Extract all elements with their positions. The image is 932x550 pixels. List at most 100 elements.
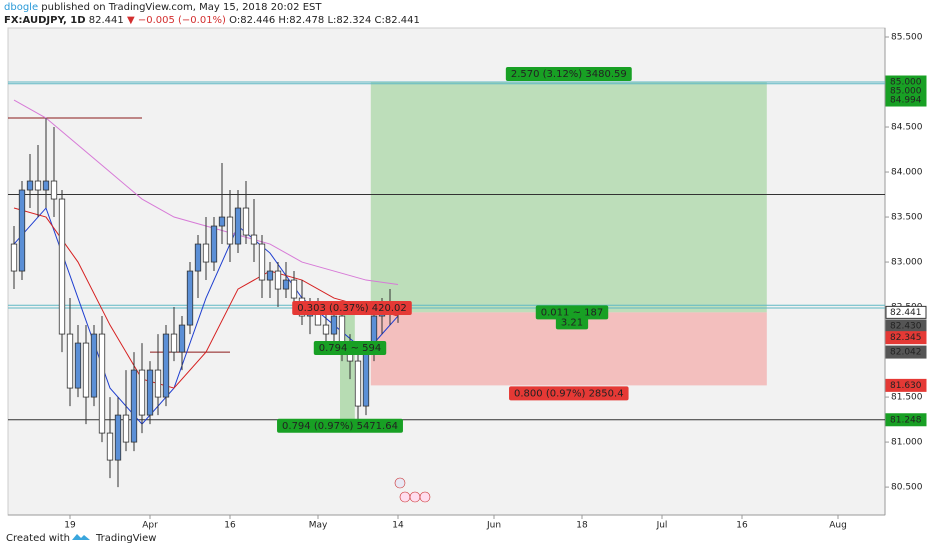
- candle-body: [234, 207, 242, 245]
- price-badge: [885, 93, 927, 107]
- candle: [34, 145, 42, 218]
- candle-body: [146, 369, 154, 416]
- ohlc: O:82.446 H:82.478 L:82.324 C:82.441: [229, 15, 420, 26]
- candle: [106, 397, 114, 479]
- candle-body: [290, 279, 298, 299]
- position-label-bg: [535, 305, 609, 320]
- x-tick-label: 16: [224, 521, 236, 531]
- candle-body: [10, 243, 18, 272]
- candle-body: [282, 279, 290, 290]
- x-tick-label: Jun: [486, 521, 501, 531]
- footer-created: Created with: [6, 533, 70, 544]
- position-label: 0.303 (0.37%) 420.02: [297, 303, 407, 314]
- candle: [242, 181, 250, 245]
- candle-body: [170, 333, 178, 353]
- candle-body: [226, 216, 234, 245]
- candle: [194, 235, 202, 299]
- footer-brand[interactable]: TradingView: [95, 533, 156, 544]
- y-tick-label: 80.500: [891, 483, 923, 493]
- candle: [90, 325, 98, 407]
- y-tick-label: 85.500: [891, 33, 923, 43]
- candle: [258, 235, 266, 299]
- position-label-bg: [555, 315, 589, 330]
- y-tick-label: 81.000: [891, 438, 923, 448]
- target-zone: [370, 82, 767, 313]
- last-price: 82.441: [89, 15, 124, 26]
- change: ▼ −0.005 (−0.01%): [127, 15, 226, 26]
- candle-body: [58, 198, 66, 335]
- symbol-line: FX:AUDJPY, 1D 82.441 ▼ −0.005 (−0.01%) O…: [4, 15, 420, 26]
- candle-body: [66, 333, 74, 389]
- x-tick-label: 14: [392, 521, 404, 531]
- y-tick-label: 81.500: [891, 393, 923, 403]
- candle: [266, 262, 274, 299]
- position-label-bg: [509, 386, 629, 401]
- y-tick-label: 84.500: [891, 123, 923, 133]
- candle-body: [210, 225, 218, 263]
- candle: [138, 343, 146, 434]
- candle-body: [266, 270, 274, 281]
- candle-body: [130, 369, 138, 443]
- candle: [66, 298, 74, 407]
- price-badge-label: 84.994: [890, 96, 922, 106]
- price-badge-label: 82.430: [890, 321, 922, 331]
- candle: [282, 262, 290, 299]
- candle-body: [106, 432, 114, 461]
- candle: [274, 262, 282, 308]
- price-badge-label: 81.248: [890, 415, 922, 425]
- candle-body: [26, 180, 34, 191]
- price-badge-label: 82.441: [890, 308, 922, 318]
- price-badge-label: 82.042: [890, 348, 922, 358]
- candle: [170, 307, 178, 362]
- candle: [250, 199, 258, 263]
- price-badge: [885, 378, 927, 392]
- x-tick-label: 16: [736, 521, 748, 531]
- position-label-bg: [313, 340, 387, 355]
- position-label: 0.800 (0.97%) 2850.4: [514, 388, 624, 399]
- position-label: 3.21: [561, 317, 583, 328]
- candle-body: [194, 243, 202, 272]
- x-tick-label: 19: [64, 521, 76, 531]
- candle: [210, 217, 218, 272]
- price-badge-label: 81.630: [890, 381, 922, 391]
- price-badge: [885, 331, 927, 345]
- candle: [186, 262, 194, 335]
- position-label-bg: [277, 418, 403, 433]
- x-tick-label: Aug: [829, 521, 847, 531]
- x-tick-label: Jul: [656, 521, 668, 531]
- candle-body: [186, 270, 194, 326]
- x-tick-label: Apr: [142, 521, 158, 531]
- candle: [162, 325, 170, 407]
- price-badge: [885, 305, 927, 319]
- candle: [98, 316, 106, 443]
- candle-body: [74, 342, 82, 389]
- candle-body: [354, 360, 362, 407]
- candle-body: [178, 324, 186, 353]
- position-label: 0.011 ~ 187: [541, 307, 603, 318]
- candle: [226, 190, 234, 263]
- x-tick-label: 18: [576, 521, 588, 531]
- candle-body: [202, 243, 210, 263]
- candle: [26, 154, 34, 209]
- symbol: FX:AUDJPY, 1D: [4, 15, 86, 26]
- candle-body: [90, 333, 98, 398]
- candle-body: [242, 207, 250, 236]
- candle-body: [322, 324, 330, 335]
- candle-body: [42, 180, 50, 191]
- candle-body: [82, 342, 90, 398]
- candle-body: [218, 216, 226, 227]
- price-badge-label: 82.345: [890, 333, 922, 343]
- candle: [146, 361, 154, 425]
- author[interactable]: dbogle: [4, 2, 38, 13]
- candle: [18, 181, 26, 281]
- candle: [202, 217, 210, 281]
- moving-average: [13, 207, 399, 389]
- price-badge: [885, 345, 927, 359]
- candle: [74, 325, 82, 398]
- candle: [354, 343, 362, 425]
- candle-body: [138, 369, 146, 416]
- position-label: 0.794 ~ 594: [319, 343, 381, 354]
- candle-body: [114, 414, 122, 461]
- candle: [10, 226, 18, 290]
